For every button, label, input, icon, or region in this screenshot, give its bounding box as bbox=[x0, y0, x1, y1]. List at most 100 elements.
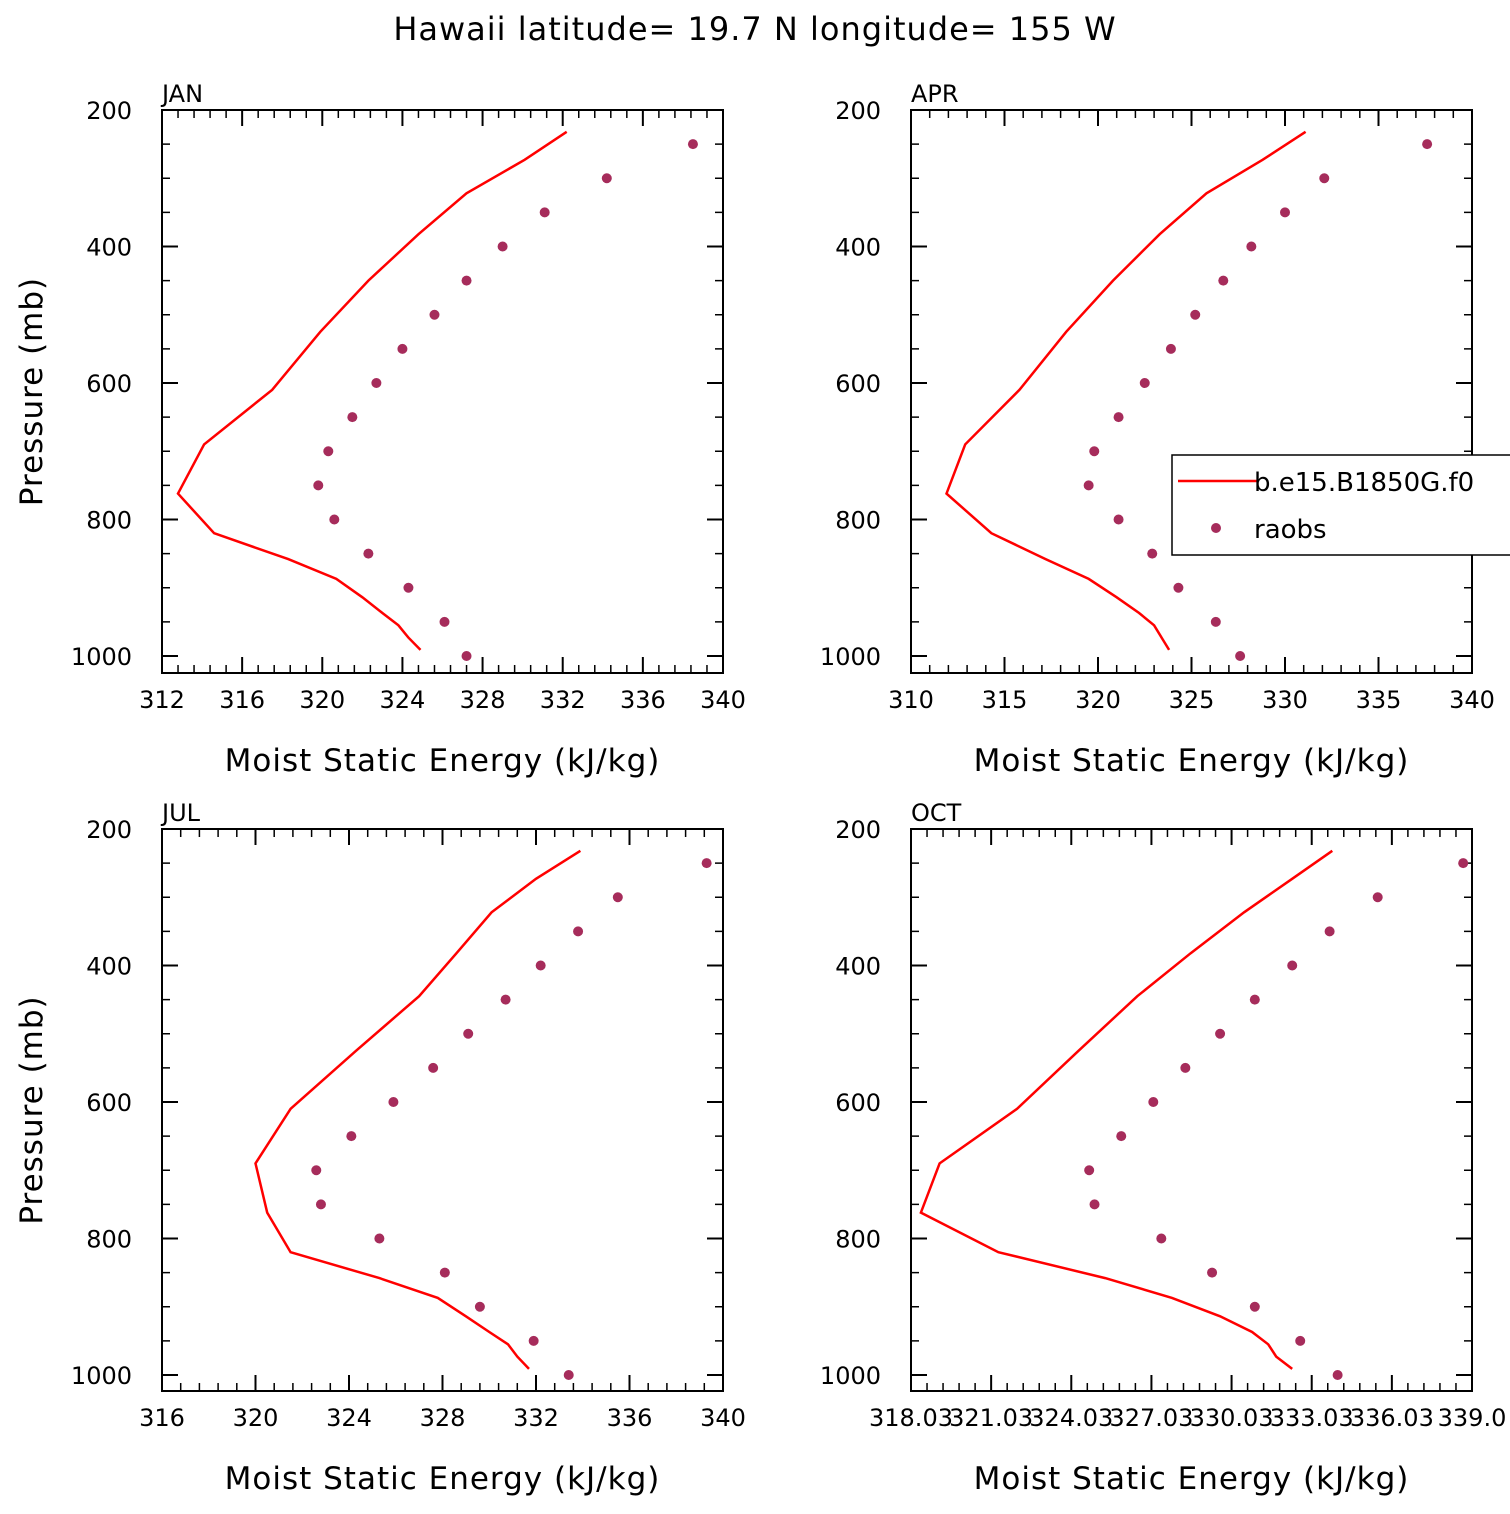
y-axis-label: Pressure (mb) bbox=[14, 277, 50, 506]
panel-jan: JAN 312 316 320 324 328 332 336 340 200 400 600 800 1… bbox=[14, 80, 746, 779]
raobs-point bbox=[1249, 994, 1260, 1005]
x-tick-label: 335 bbox=[1356, 686, 1402, 714]
x-tick-label: 328 bbox=[420, 1404, 466, 1432]
raobs-point bbox=[371, 378, 382, 388]
panel-jul: JUL 316 320 324 328 332 336 340 200 400 600 800 1000… bbox=[14, 799, 746, 1497]
raobs-point bbox=[1372, 892, 1383, 903]
raobs-point bbox=[1116, 1131, 1127, 1142]
raobs-point bbox=[1319, 173, 1330, 184]
y-tick-label: 1000 bbox=[71, 1362, 132, 1390]
x-tick-label: 330.03 bbox=[1190, 1404, 1274, 1432]
x-tick-label: 324 bbox=[380, 686, 426, 714]
raobs-point bbox=[461, 275, 472, 286]
raobs-point bbox=[1207, 1267, 1218, 1278]
legend-entry-raobs: raobs bbox=[1254, 515, 1327, 545]
raobs-point bbox=[1280, 207, 1290, 218]
x-tick-label: 320 bbox=[299, 686, 345, 714]
raobs-point bbox=[429, 309, 440, 320]
raobs-point bbox=[1246, 241, 1257, 252]
y-tick-label: 800 bbox=[86, 507, 132, 535]
x-tick-label: 321.03 bbox=[949, 1404, 1033, 1432]
panel-oct: OCT318.03321.03324.03327.03330.03333.033… bbox=[820, 799, 1506, 1497]
x-tick-label: 320 bbox=[1075, 686, 1121, 714]
x-tick-label: 325 bbox=[1169, 686, 1215, 714]
x-axis-label: Moist Static Energy (kJ/kg) bbox=[225, 743, 661, 779]
plot-frame bbox=[910, 109, 1473, 674]
y-axis-label: Pressure (mb) bbox=[14, 995, 50, 1224]
raobs-point bbox=[1083, 480, 1094, 491]
raobs-point bbox=[1458, 858, 1469, 869]
y-tick-label: 600 bbox=[835, 1089, 881, 1117]
raobs-point bbox=[374, 1233, 385, 1244]
x-tick-label: 340 bbox=[1449, 686, 1495, 714]
raobs-point bbox=[535, 960, 546, 971]
y-tick-label: 200 bbox=[835, 97, 881, 125]
x-tick-label: 320 bbox=[233, 1404, 279, 1432]
raobs-point bbox=[687, 139, 698, 150]
y-tick-label: 200 bbox=[835, 816, 881, 844]
raobs-point bbox=[461, 651, 472, 661]
raobs-point bbox=[363, 548, 374, 559]
raobs-point bbox=[601, 173, 612, 184]
x-tick-label: 312 bbox=[139, 686, 185, 714]
raobs-point bbox=[315, 1199, 326, 1210]
x-tick-label: 330 bbox=[1262, 686, 1308, 714]
raobs-point bbox=[1235, 651, 1246, 661]
y-tick-label: 200 bbox=[86, 97, 132, 125]
raobs-point bbox=[474, 1301, 485, 1312]
x-tick-label: 328 bbox=[460, 686, 506, 714]
raobs-point bbox=[1324, 926, 1335, 937]
y-tick-label: 400 bbox=[86, 234, 132, 262]
series-line-model bbox=[254, 849, 582, 1370]
y-tick-label: 400 bbox=[835, 234, 881, 262]
raobs-point bbox=[329, 514, 340, 525]
y-tick-label: 800 bbox=[835, 1226, 881, 1254]
raobs-point bbox=[1165, 343, 1176, 354]
raobs-point bbox=[1295, 1335, 1306, 1346]
x-tick-label: 316 bbox=[139, 1404, 185, 1432]
raobs-point bbox=[439, 1267, 450, 1278]
raobs-point bbox=[1422, 139, 1433, 150]
raobs-point bbox=[701, 858, 712, 869]
raobs-point bbox=[1147, 548, 1158, 559]
raobs-point bbox=[1084, 1165, 1095, 1176]
raobs-point bbox=[428, 1062, 439, 1073]
raobs-point bbox=[1148, 1097, 1159, 1107]
x-tick-label: 333.03 bbox=[1270, 1404, 1354, 1432]
legend-entry-model: b.e15.B1850G.f0 bbox=[1254, 468, 1474, 498]
x-tick-label: 340 bbox=[700, 686, 746, 714]
panel-apr: APR 310 315 320 325 330 335 340 200 400 600 800 1000… bbox=[820, 80, 1495, 779]
y-tick-label: 1000 bbox=[820, 643, 881, 671]
raobs-point bbox=[313, 480, 324, 491]
raobs-point bbox=[346, 1131, 357, 1142]
y-tick-label: 600 bbox=[86, 1089, 132, 1117]
panel-label: OCT bbox=[911, 799, 962, 827]
y-tick-label: 1000 bbox=[820, 1362, 881, 1390]
x-tick-label: 336.03 bbox=[1350, 1404, 1434, 1432]
y-tick-label: 400 bbox=[86, 953, 132, 981]
legend-box bbox=[1171, 454, 1510, 556]
panel-label: JUL bbox=[160, 799, 201, 827]
raobs-point bbox=[1089, 1199, 1100, 1210]
y-tick-label: 400 bbox=[835, 953, 881, 981]
x-axis-label: Moist Static Energy (kJ/kg) bbox=[225, 1461, 661, 1497]
raobs-point bbox=[528, 1335, 539, 1346]
series-line-model bbox=[945, 130, 1307, 651]
raobs-point bbox=[463, 1028, 474, 1039]
raobs-point bbox=[1089, 446, 1100, 457]
x-tick-label: 310 bbox=[888, 686, 934, 714]
x-tick-label: 324.03 bbox=[1029, 1404, 1113, 1432]
x-tick-label: 318.03 bbox=[869, 1404, 953, 1432]
raobs-point bbox=[1139, 378, 1150, 388]
x-tick-label: 336 bbox=[607, 1404, 653, 1432]
panel-label: APR bbox=[911, 80, 959, 108]
plot-frame bbox=[161, 109, 724, 674]
raobs-point bbox=[1113, 514, 1124, 525]
figure-title: Hawaii latitude= 19.7 N longitude= 155 W bbox=[393, 10, 1117, 48]
raobs-point bbox=[439, 616, 450, 627]
raobs-point bbox=[539, 207, 550, 218]
series-line-model bbox=[919, 849, 1334, 1370]
raobs-point bbox=[388, 1097, 399, 1107]
